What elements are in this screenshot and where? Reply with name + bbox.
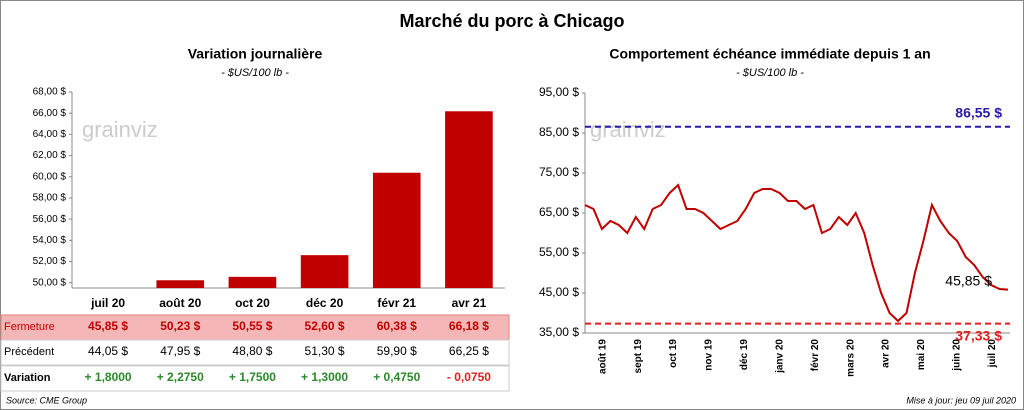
row-label: Variation [4, 372, 51, 384]
y-tick-label: 85,00 $ [539, 125, 579, 139]
x-tick-label: mai 20 [916, 339, 927, 371]
table-cell: 48,80 $ [232, 344, 272, 358]
table-cell: + 1,7500 [229, 370, 276, 384]
watermark: grainviz [590, 117, 666, 142]
table-cell: 45,85 $ [88, 319, 128, 333]
x-tick-label: nov 19 [704, 339, 715, 371]
table-cell: 66,25 $ [449, 344, 489, 358]
table-cell: - 0,0750 [447, 370, 491, 384]
table-cell: 47,95 $ [160, 344, 200, 358]
x-tick-label: mars 20 [845, 339, 856, 377]
x-tick-label: août 19 [597, 339, 608, 374]
watermark: grainviz [82, 117, 158, 142]
table-cell: + 1,8000 [85, 370, 132, 384]
table-cell: + 0,4750 [373, 370, 420, 384]
x-tick-label: juin 20 [952, 339, 963, 372]
row-label: Précédent [4, 346, 54, 358]
chart-subtitle: - $US/100 lb - [736, 67, 804, 79]
y-tick-label: 95,00 $ [539, 85, 579, 99]
table-cell: 59,90 $ [377, 344, 417, 358]
y-tick-label: 45,00 $ [539, 285, 579, 299]
table-cell: + 2,2750 [157, 370, 204, 384]
bar [228, 276, 277, 288]
last-value-label: 45,85 $ [945, 272, 992, 288]
table-row [0, 365, 510, 392]
x-tick-label: déc 19 [739, 339, 750, 371]
row-label: Fermeture [4, 321, 55, 333]
x-tick-label: déc 20 [306, 296, 344, 310]
y-tick-label: 68,00 $ [33, 87, 67, 98]
reference-label: 86,55 $ [955, 105, 1002, 121]
y-tick-label: 35,00 $ [539, 325, 579, 339]
source: Source: CME Group [6, 395, 87, 405]
x-tick-label: avr 20 [881, 339, 892, 368]
x-tick-label: avr 21 [452, 296, 487, 310]
bar [372, 172, 421, 288]
x-tick-label: juil 20 [987, 339, 998, 369]
y-tick-label: 75,00 $ [539, 165, 579, 179]
table-cell: 66,18 $ [449, 319, 489, 333]
y-tick-label: 66,00 $ [33, 108, 67, 119]
table-cell: + 1,3000 [301, 370, 348, 384]
chart-title: Comportement échéance immédiate depuis 1… [609, 46, 930, 62]
reference-label: 37,33 $ [955, 327, 1002, 343]
main-title: Marché du porc à Chicago [399, 11, 624, 31]
table-cell: 51,30 $ [305, 344, 345, 358]
table-cell: 50,23 $ [160, 319, 200, 333]
y-tick-label: 65,00 $ [539, 205, 579, 219]
x-tick-label: févr 21 [377, 296, 416, 310]
y-tick-label: 64,00 $ [33, 129, 67, 140]
table-row [0, 339, 510, 366]
x-tick-label: août 20 [159, 296, 201, 310]
table-row [0, 314, 510, 341]
x-tick-label: oct 19 [668, 339, 679, 368]
y-tick-label: 62,00 $ [33, 150, 67, 161]
bar [300, 255, 349, 288]
y-tick-label: 50,00 $ [33, 277, 67, 288]
chart-subtitle: - $US/100 lb - [221, 67, 289, 79]
x-tick-label: janv 20 [774, 339, 785, 374]
bar [156, 280, 205, 288]
y-tick-label: 54,00 $ [33, 235, 67, 246]
table-cell: 52,60 $ [305, 319, 345, 333]
line [584, 183, 1009, 323]
x-tick-label: oct 20 [235, 296, 270, 310]
table-cell: 44,05 $ [88, 344, 128, 358]
chart-title: Variation journalière [188, 46, 323, 62]
bar [445, 111, 493, 288]
table-cell: 60,38 $ [377, 319, 417, 333]
y-tick-label: 52,00 $ [33, 256, 67, 267]
updated: Mise à jour: jeu 09 juil 2020 [906, 395, 1016, 405]
x-tick-label: juil 20 [90, 296, 125, 310]
y-tick-label: 60,00 $ [33, 171, 67, 182]
table-cell: 50,55 $ [232, 319, 272, 333]
y-tick-label: 56,00 $ [33, 214, 67, 225]
y-tick-label: 55,00 $ [539, 245, 579, 259]
x-tick-label: févr 20 [810, 339, 821, 372]
y-tick-label: 58,00 $ [33, 193, 67, 204]
x-tick-label: sept 19 [633, 339, 644, 374]
